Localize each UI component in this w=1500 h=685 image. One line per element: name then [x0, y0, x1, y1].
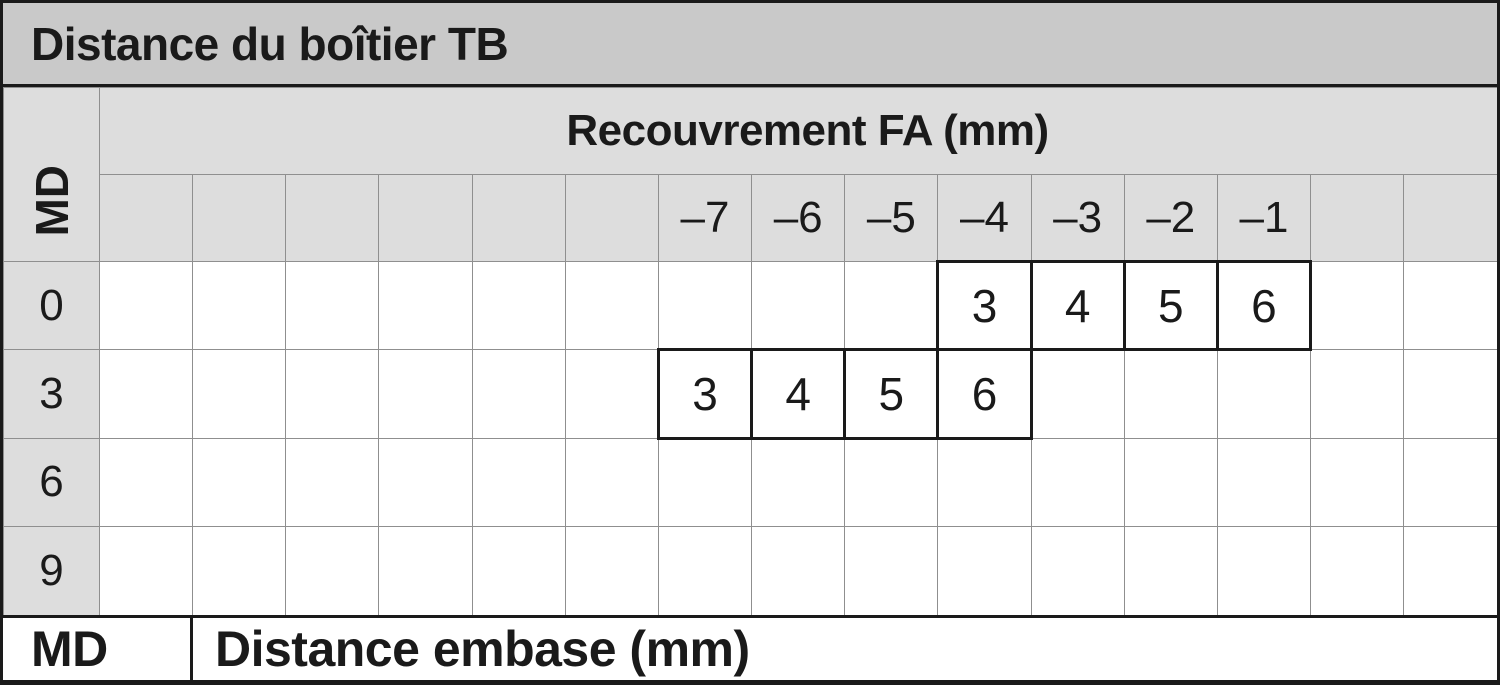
overlap-table: MD Recouvrement FA (mm) –7 –6 –5 –4 –3 –2 –1 0…: [3, 86, 1497, 615]
data-cell-empty: [844, 437, 939, 528]
col-header-empty: [471, 174, 566, 262]
data-cell-empty: [751, 526, 846, 615]
row-label: 3: [3, 349, 100, 439]
col-header-empty: [285, 174, 380, 262]
col-header-–4: –4: [937, 174, 1032, 262]
data-cell-empty: [751, 437, 846, 528]
legend-description: Distance embase (mm): [215, 621, 750, 677]
col-header-empty: [98, 174, 194, 262]
data-cell-empty: [657, 437, 753, 528]
data-cell-empty: [285, 526, 380, 615]
data-cell-value: 4: [1029, 259, 1126, 352]
data-cell-value: 5: [1122, 259, 1219, 352]
data-cell-empty: [98, 260, 194, 351]
data-cell-empty: [285, 437, 380, 528]
data-cell-empty: [378, 526, 473, 615]
data-cell-empty: [471, 437, 566, 528]
col-header-–1: –1: [1216, 174, 1312, 262]
data-cell-empty: [192, 349, 287, 439]
data-cell-empty: [471, 526, 566, 615]
data-cell-empty: [98, 349, 194, 439]
data-cell-empty: [98, 526, 194, 615]
data-cell-empty: [1310, 260, 1405, 351]
data-cell-empty: [1123, 437, 1218, 528]
col-header-empty: [192, 174, 287, 262]
data-cell-empty: [937, 526, 1032, 615]
data-cell-empty: [657, 260, 753, 351]
data-cell-empty: [937, 437, 1032, 528]
data-cell-empty: [378, 260, 473, 351]
data-cell-value: 6: [1215, 259, 1313, 352]
data-cell-empty: [1310, 437, 1405, 528]
col-header-–5: –5: [844, 174, 939, 262]
row-label: 9: [3, 526, 100, 615]
col-header-–3: –3: [1030, 174, 1125, 262]
data-cell-empty: [1123, 526, 1218, 615]
data-cell-value: 3: [936, 259, 1033, 352]
data-cell-empty: [192, 437, 287, 528]
data-cell-empty: [1216, 526, 1312, 615]
column-group-header: Recouvrement FA (mm): [99, 86, 1497, 176]
data-cell-empty: [1030, 526, 1125, 615]
table-title: Distance du boîtier TB: [3, 3, 1497, 87]
col-header-empty: [564, 174, 659, 262]
legend-row: MD Distance embase (mm): [3, 615, 1497, 680]
data-cell-empty: [192, 260, 287, 351]
data-cell-empty: [844, 526, 939, 615]
col-header-–7: –7: [657, 174, 753, 262]
data-cell-empty: [285, 260, 380, 351]
table-row-md-6: 6: [3, 437, 1497, 528]
row-axis-label: MD: [25, 165, 78, 237]
col-header-–6: –6: [751, 174, 846, 262]
data-cell-empty: [751, 260, 846, 351]
row-label: 6: [3, 437, 100, 528]
data-cell-empty: [1403, 526, 1497, 615]
data-cell-empty: [1403, 349, 1497, 439]
data-cell-empty: [1030, 437, 1125, 528]
data-cell-empty: [564, 349, 659, 439]
data-cell-empty: [1216, 349, 1312, 439]
data-cell-empty: [98, 437, 194, 528]
data-cell-value: 6: [936, 348, 1033, 440]
data-cell-empty: [1216, 437, 1312, 528]
col-header-empty: [1403, 174, 1497, 262]
table-row-md-9: 9: [3, 526, 1497, 615]
row-axis-cell: MD: [3, 87, 100, 262]
data-cell-empty: [1030, 349, 1125, 439]
data-cell-empty: [844, 260, 939, 351]
data-cell-empty: [285, 349, 380, 439]
col-header-empty: [378, 174, 473, 262]
data-cell-value: 3: [656, 348, 754, 440]
row-label: 0: [3, 260, 100, 351]
data-cell-empty: [564, 260, 659, 351]
col-header-–2: –2: [1123, 174, 1218, 262]
legend-abbr: MD: [3, 618, 193, 680]
data-cell-value: 5: [843, 348, 940, 440]
data-cell-empty: [1403, 437, 1497, 528]
data-cell-empty: [378, 437, 473, 528]
data-cell-empty: [564, 437, 659, 528]
data-cell-empty: [471, 349, 566, 439]
group-header-row: MD Recouvrement FA (mm): [3, 86, 1497, 262]
data-cell-empty: [1310, 526, 1405, 615]
data-cell-empty: [1310, 349, 1405, 439]
data-cell-empty: [564, 526, 659, 615]
data-cell-empty: [378, 349, 473, 439]
col-header-empty: [1310, 174, 1405, 262]
data-cell-value: 4: [750, 348, 847, 440]
column-header-row: –7 –6 –5 –4 –3 –2 –1: [4, 174, 1497, 262]
data-cell-empty: [471, 260, 566, 351]
data-cell-empty: [1403, 260, 1497, 351]
data-cell-empty: [192, 526, 287, 615]
data-cell-empty: [657, 526, 753, 615]
data-cell-empty: [1123, 349, 1218, 439]
